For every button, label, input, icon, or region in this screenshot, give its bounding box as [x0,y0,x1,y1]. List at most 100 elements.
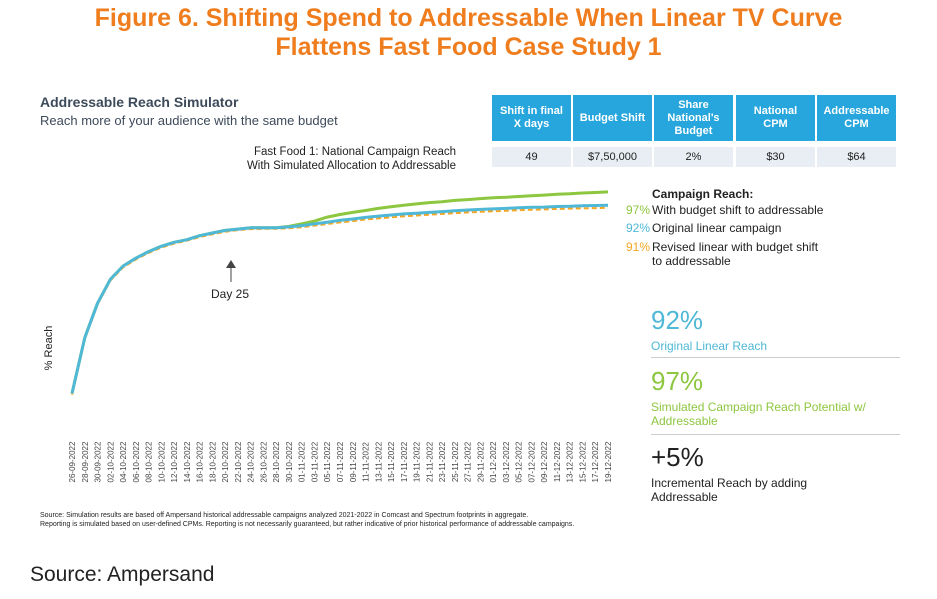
figure-title-line2: Flattens Fast Food Case Study 1 [275,33,662,61]
stat-label-line: Addressable [651,490,718,504]
stat-label-line: Simulated Campaign Reach Potential w/ [651,400,866,414]
kpi-header-national-cpm: National CPM [736,95,815,141]
x-tick-label: 14-10-2022 [183,441,192,482]
x-tick-label: 22-10-2022 [234,441,243,482]
kpi-header-text: Budget [674,124,713,137]
x-tick-label: 13-12-2022 [566,441,575,482]
day-25-label: Day 25 [211,287,249,301]
x-tick-label: 19-12-2022 [604,441,613,482]
x-tick-label: 08-10-2022 [145,441,154,482]
kpi-value-shift-days: 49 [492,147,571,167]
stat-original-reach-label: Original Linear Reach [651,339,768,353]
x-tick-label: 29-11-2022 [476,441,485,482]
kpi-header-shift-days: Shift in final X days [492,95,571,141]
x-tick-label: 20-10-2022 [221,441,230,482]
kpi-header-text: Share [678,98,709,111]
x-tick-label: 10-10-2022 [157,441,166,482]
x-tick-label: 16-10-2022 [196,441,205,482]
x-tick-label: 01-12-2022 [489,441,498,482]
stat-incremental-reach: +5% [651,442,704,472]
chart-title-line2: With Simulated Allocation to Addressable [246,160,456,172]
kpi-value-budget-shift: $7,50,000 [573,147,652,167]
kpi-value-share-budget: 2% [654,147,733,167]
legend-label: Original linear campaign [652,221,782,235]
legend-item-original: 92% Original linear campaign [620,221,781,235]
x-tick-label: 03-12-2022 [502,441,511,482]
x-tick-label: 01-11-2022 [298,441,307,482]
kpi-header-budget-shift: Budget Shift [573,95,652,141]
x-tick-label: 04-10-2022 [119,441,128,482]
legend-pct: 97% [625,203,650,217]
x-tick-label: 05-12-2022 [515,441,524,482]
stat-label-line: Addressable [651,414,718,428]
x-tick-label: 07-11-2022 [336,441,345,482]
x-tick-label: 27-11-2022 [464,441,473,482]
day-25-arrow-icon [226,260,236,268]
legend-item-revised: 91% Revised linear with budget shift to ad… [620,240,818,268]
chart-title-line1: Fast Food 1: National Campaign Reach [254,146,456,158]
figure-title-line1: Figure 6. Shifting Spend to Addressable … [94,4,843,32]
kpi-header-text: National [753,105,798,117]
legend-pct: 92% [625,221,650,235]
x-tick-label: 25-11-2022 [451,441,460,482]
legend-item-addressable: 97% With budget shift to addressable [620,203,823,217]
simulator-subtitle: Reach more of your audience with the sam… [40,113,338,128]
kpi-value-addressable-cpm: $64 [817,147,896,167]
x-tick-label: 02-10-2022 [106,441,115,482]
x-tick-label: 30-10-2022 [285,441,294,482]
stat-simulated-reach: 97% [651,366,704,396]
series-line-2 [71,206,609,395]
chart-title: Fast Food 1: National Campaign Reach Wit… [140,145,456,173]
source-note-line1: Source: Simulation results are based off… [40,512,529,519]
kpi-header-text: Budget Shift [579,111,646,124]
stat-original-reach: 92% [651,305,704,335]
x-tick-label: 26-10-2022 [259,441,268,482]
series-line-1 [70,203,609,394]
divider [651,434,900,435]
x-tick-label: 15-11-2022 [387,441,396,482]
x-tick-label: 17-12-2022 [591,441,600,482]
x-tick-label: 21-11-2022 [425,441,434,482]
source-caption: Source: Ampersand [30,563,215,586]
kpi-header-text: National's [667,111,720,124]
x-tick-label: 13-11-2022 [374,441,383,482]
kpi-header-addressable-cpm: Addressable CPM [817,95,896,141]
legend-label-wrap: Revised linear with budget shift to addre… [652,240,818,268]
source-note: Source: Simulation results are based off… [40,511,574,529]
legend-pct: 91% [625,240,650,254]
stat-label-line: Incremental Reach by adding [651,476,808,490]
x-tick-label: 19-11-2022 [413,441,422,482]
x-tick-label: 06-10-2022 [132,441,141,482]
x-tick-label: 12-10-2022 [170,441,179,482]
kpi-header-text: X days [513,118,550,130]
figure-title: Figure 6. Shifting Spend to Addressable … [0,4,937,62]
x-tick-label: 26-09-2022 [68,441,77,482]
kpi-header-text: Addressable [823,105,890,117]
x-tick-label: 09-11-2022 [349,441,358,482]
stat-incremental-reach-label: Incremental Reach by adding Addressable [651,476,901,504]
kpi-header-text: CPM [844,118,869,130]
x-tick-label: 11-11-2022 [362,442,371,482]
x-tick-label: 09-12-2022 [540,441,549,482]
day-25-annotation: Day 25 [211,260,249,301]
legend-title: Campaign Reach: [652,187,754,201]
x-tick-label: 17-11-2022 [400,441,409,482]
source-note-line2: Reporting is simulated based on user-def… [40,521,575,528]
x-tick-label: 18-10-2022 [208,441,217,482]
kpi-value-national-cpm: $30 [736,147,815,167]
x-tick-label: 05-11-2022 [323,441,332,482]
simulator-title: Addressable Reach Simulator [40,94,239,110]
divider [651,357,900,358]
legend-label: With budget shift to addressable [652,203,824,217]
kpi-header-text: Shift in final [500,105,563,117]
x-tick-label: 24-10-2022 [247,441,256,482]
x-tick-label: 07-12-2022 [527,441,536,482]
x-tick-label: 11-12-2022 [553,441,562,482]
x-tick-label: 03-11-2022 [310,441,319,482]
stat-simulated-reach-label: Simulated Campaign Reach Potential w/ Ad… [651,400,901,428]
x-tick-label: 28-09-2022 [81,441,90,482]
y-axis-label: % Reach [43,326,55,371]
x-tick-label: 15-12-2022 [578,441,587,482]
legend-label: to addressable [652,254,731,268]
